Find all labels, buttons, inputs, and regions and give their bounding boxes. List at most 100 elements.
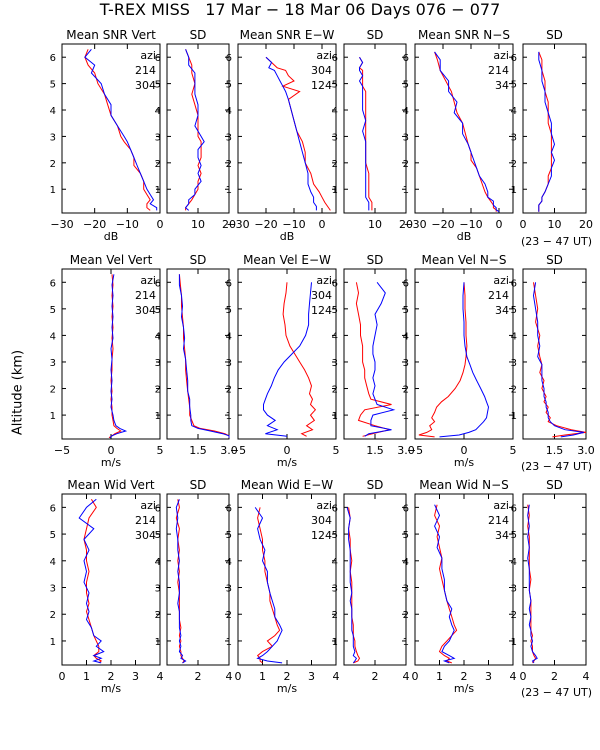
- x-tick-label: 4: [226, 670, 233, 683]
- legend-entry: 304: [311, 289, 332, 302]
- x-tick-label: 1: [259, 670, 266, 683]
- y-tick-label: 3: [226, 132, 232, 143]
- panel-title-0: Mean SNR Vert: [66, 28, 156, 42]
- y-tick-label: 4: [155, 557, 161, 568]
- series-line-8-1: [263, 282, 312, 437]
- legend-header: azi: [316, 499, 332, 512]
- y-tick-label: 3: [332, 584, 338, 595]
- x-tick-label: 10: [548, 218, 562, 231]
- series-line-11-0: [533, 282, 587, 438]
- series-line-5-1: [538, 51, 556, 212]
- y-tick-label: 1: [332, 185, 338, 196]
- x-axis-label-6: m/s: [101, 456, 121, 469]
- legend-entry: 34: [495, 304, 509, 317]
- panel-title-12: Mean Wid Vert: [67, 478, 154, 492]
- y-tick-label: 4: [50, 106, 56, 117]
- series-line-6-1: [109, 274, 128, 439]
- panel-frame-7: [166, 268, 230, 440]
- y-tick-label: 2: [155, 610, 161, 621]
- x-tick-label: −20: [83, 218, 106, 231]
- y-tick-label: 6: [50, 53, 56, 64]
- panel-title-3: SD: [367, 28, 384, 42]
- x-tick-label: −10: [116, 218, 139, 231]
- x-tick-label: 2: [372, 670, 379, 683]
- y-tick-label: 1: [155, 637, 161, 648]
- series-line-10-1: [439, 282, 490, 438]
- panel-title-2: Mean SNR E−W: [240, 28, 335, 42]
- series-line-3-0: [358, 56, 373, 211]
- y-tick-label: 6: [511, 278, 517, 289]
- y-tick-label: 3: [155, 358, 161, 369]
- series-line-7-0: [178, 274, 230, 438]
- y-tick-label: 2: [403, 385, 409, 396]
- panel-title-1: SD: [190, 28, 207, 42]
- y-tick-label: 2: [511, 159, 517, 170]
- y-tick-label: 6: [226, 278, 232, 289]
- y-tick-label: 2: [403, 159, 409, 170]
- legend-header: azi: [493, 49, 509, 62]
- legend-header: azi: [140, 274, 156, 287]
- panel-title-15: SD: [367, 478, 384, 492]
- x-tick-label: −5: [230, 444, 246, 457]
- y-tick-label: 2: [50, 610, 56, 621]
- series-line-3-1: [358, 56, 370, 211]
- y-tick-label: 6: [226, 503, 232, 514]
- y-tick-label: 1: [226, 185, 232, 196]
- y-tick-label: 6: [226, 53, 232, 64]
- series-line-13-1: [175, 499, 187, 664]
- x-tick-label: 20: [579, 218, 593, 231]
- x-tick-label: 20: [222, 218, 236, 231]
- x-axis-label-0: dB: [104, 230, 119, 243]
- x-tick-label: 5: [510, 444, 517, 457]
- x-tick-label: 4: [403, 670, 410, 683]
- y-tick-label: 1: [155, 185, 161, 196]
- time-note-row-3: (23 − 47 UT): [521, 686, 593, 699]
- x-tick-label: 0: [59, 670, 66, 683]
- panel-frame-3: [343, 43, 407, 214]
- y-tick-label: 1: [50, 411, 56, 422]
- panel-frame-5: [522, 43, 587, 214]
- x-axis-label-4: dB: [457, 230, 472, 243]
- y-tick-label: 6: [403, 503, 409, 514]
- x-axis-label-16: m/s: [454, 682, 474, 695]
- y-tick-label: 6: [511, 53, 517, 64]
- x-tick-label: 2: [284, 670, 291, 683]
- y-tick-label: 6: [403, 53, 409, 64]
- legend-entry: 214: [488, 289, 509, 302]
- x-tick-label: 5: [333, 444, 340, 457]
- x-tick-label: 1.5: [546, 444, 564, 457]
- series-line-2-1: [265, 56, 317, 211]
- x-tick-label: 4: [510, 670, 517, 683]
- y-tick-label: 5: [511, 305, 517, 316]
- x-axis-label-8: m/s: [277, 456, 297, 469]
- y-tick-label: 5: [511, 80, 517, 91]
- y-tick-label: 3: [511, 132, 517, 143]
- series-line-14-1: [254, 507, 283, 664]
- x-tick-label: 20: [399, 218, 413, 231]
- x-tick-label: 0: [157, 218, 164, 231]
- panel-title-8: Mean Vel E−W: [243, 253, 331, 267]
- y-tick-label: 5: [155, 80, 161, 91]
- x-axis-label-2: dB: [280, 230, 295, 243]
- x-tick-label: 2: [195, 670, 202, 683]
- y-tick-label: 6: [403, 278, 409, 289]
- x-tick-label: −5: [407, 444, 423, 457]
- x-axis-label-10: m/s: [454, 456, 474, 469]
- figure-title: T-REX MISS 17 Mar − 18 Mar 06 Days 076 −…: [99, 0, 501, 19]
- y-tick-label: 1: [226, 411, 232, 422]
- y-tick-label: 2: [332, 385, 338, 396]
- y-tick-label: 5: [226, 305, 232, 316]
- time-note-row-2: (23 − 47 UT): [521, 460, 593, 473]
- x-tick-label: 1.5: [366, 444, 384, 457]
- y-tick-label: 3: [403, 132, 409, 143]
- x-tick-label: 3.0: [577, 444, 595, 457]
- y-tick-label: 2: [332, 610, 338, 621]
- x-tick-label: −10: [459, 218, 482, 231]
- y-tick-label: 2: [511, 610, 517, 621]
- panel-title-11: SD: [546, 253, 563, 267]
- panel-frame-11: [522, 268, 587, 440]
- x-tick-label: 3: [308, 670, 315, 683]
- legend-entry: 304: [135, 79, 156, 92]
- y-tick-label: 5: [332, 530, 338, 541]
